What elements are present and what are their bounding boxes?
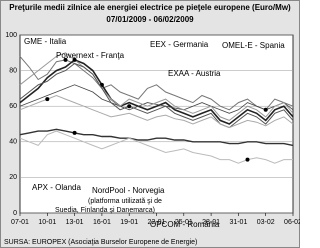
- chart-subtitle: 07/01/2009 - 06/02/2009: [106, 15, 194, 24]
- point-marker: [127, 104, 132, 109]
- series-label: NordPool - Norvegia: [92, 186, 165, 195]
- x-tick-label: 16-01: [93, 219, 111, 226]
- point-marker: [72, 130, 77, 135]
- y-tick-label: 20: [9, 174, 17, 181]
- series-label: Powernext - Franţa: [56, 51, 125, 60]
- x-tick-label: 10-01: [38, 219, 56, 226]
- x-tick-label: 06-02: [284, 219, 300, 226]
- x-tick-label: 13-01: [66, 219, 84, 226]
- series-label: EEX - Germania: [150, 40, 209, 49]
- x-tick-label: 31-01: [229, 219, 247, 226]
- x-tick-label: 22-01: [148, 219, 166, 226]
- annotation: Suedia, Finlanda şi Danemarca): [55, 207, 155, 214]
- point-marker: [72, 57, 77, 62]
- point-marker: [263, 107, 268, 112]
- series-line: [19, 128, 294, 147]
- series-label: EXAA - Austria: [168, 69, 221, 78]
- chart-title: Preţurile medii zilnice ale energiei ele…: [9, 3, 291, 12]
- x-tick-label: 03-02: [257, 219, 275, 226]
- x-tick-label: 28-01: [202, 219, 220, 226]
- source: SURSA: EUROPEX (Asociaţia Burselor Europ…: [4, 239, 197, 246]
- series-line: [19, 62, 294, 129]
- chart: Preţurile medii zilnice ale energiei ele…: [0, 0, 300, 248]
- series-label: OMEL-E - Spania: [222, 41, 285, 50]
- point-marker: [63, 57, 68, 62]
- point-marker: [45, 97, 50, 102]
- series-line: [19, 94, 294, 129]
- y-tick-label: 80: [9, 67, 17, 74]
- y-tick-label: 100: [5, 32, 17, 39]
- y-tick-label: 60: [9, 103, 17, 110]
- series-line: [19, 52, 294, 121]
- series-label: APX - Olanda: [32, 183, 81, 192]
- x-tick-label: 19-01: [120, 219, 138, 226]
- point-marker: [245, 157, 250, 162]
- series-label: OPCOM - România: [150, 220, 220, 229]
- y-tick-label: 40: [9, 139, 17, 146]
- y-tick-label: 0: [13, 210, 17, 217]
- x-tick-label: 07-01: [11, 219, 29, 226]
- series-label: GME - Italia: [24, 37, 67, 46]
- series-line: [19, 84, 294, 114]
- x-tick-label: 25-01: [175, 219, 193, 226]
- series-line: [19, 58, 294, 125]
- point-marker: [99, 82, 104, 87]
- annotation: (platforma utilizată şi de: [88, 198, 162, 205]
